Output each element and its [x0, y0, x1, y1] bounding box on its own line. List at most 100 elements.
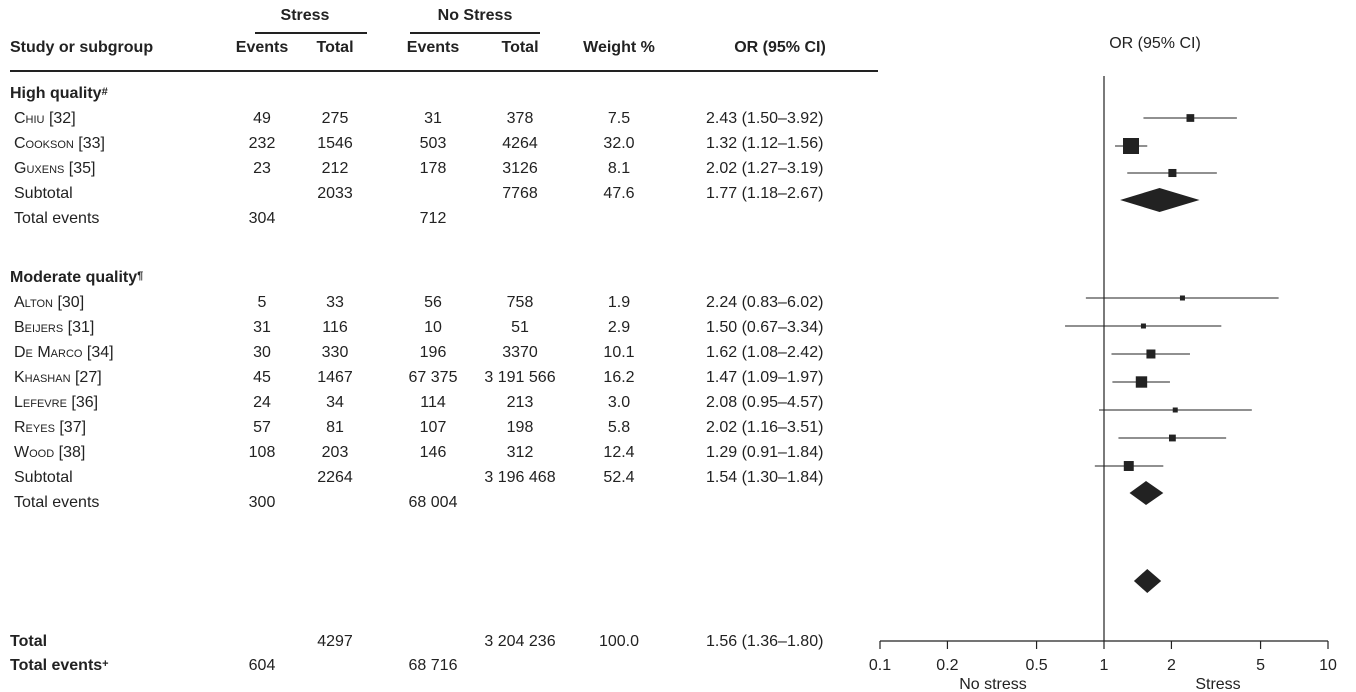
nostress-total: 758 — [506, 294, 534, 311]
study-ref: [27] — [74, 369, 102, 386]
subtotal-weight: 52.4 — [603, 469, 635, 486]
subtotal-or-ci: 1.54 (1.30–1.84) — [706, 469, 824, 486]
weight: 32.0 — [603, 135, 635, 152]
weight: 3.0 — [607, 394, 631, 411]
study-author: Beijers — [14, 319, 64, 336]
study-author: Guxens — [14, 160, 65, 177]
or-ci: 2.43 (1.50–3.92) — [706, 110, 824, 127]
stress-events: 31 — [253, 319, 271, 336]
or-ci: 2.02 (1.16–3.51) — [706, 419, 824, 436]
study-ref: [37] — [59, 419, 87, 436]
or-ci: 1.32 (1.12–1.56) — [706, 135, 824, 152]
study-ref: [30] — [57, 294, 85, 311]
overall-or-ci: 1.56 (1.36–1.80) — [706, 633, 824, 650]
overall-stress-total: 4297 — [317, 633, 353, 650]
weight: 8.1 — [607, 160, 631, 177]
weight: 12.4 — [603, 444, 635, 461]
subtotal-or-ci: 1.77 (1.18–2.67) — [706, 185, 824, 202]
subtotal-stress-total: 2033 — [317, 185, 353, 202]
or-ci: 1.50 (0.67–3.34) — [706, 319, 824, 336]
study-name: De Marco [34] — [14, 343, 114, 363]
point-estimate — [1172, 407, 1178, 413]
total-events-nostress: 68 004 — [408, 494, 458, 511]
header-stress: Stress — [280, 7, 330, 24]
study-name: Reyes [37] — [14, 418, 86, 438]
stress-total: 34 — [326, 394, 344, 411]
study-name: Guxens [35] — [14, 159, 95, 179]
section-marker: # — [101, 86, 108, 98]
subtotal-label: Subtotal — [14, 185, 73, 202]
summary-diamond — [1120, 188, 1200, 212]
stress-total: 1546 — [317, 135, 353, 152]
x-tick-label: 0.1 — [869, 657, 891, 674]
study-name: Cookson [33] — [14, 134, 105, 154]
total-events-label: Total events — [14, 494, 100, 511]
weight: 16.2 — [603, 369, 635, 386]
or-ci: 1.62 (1.08–2.42) — [706, 344, 824, 361]
stress-total: 1467 — [317, 369, 353, 386]
nostress-total: 3 191 566 — [484, 369, 556, 386]
nostress-total: 3370 — [502, 344, 538, 361]
point-estimate — [1168, 168, 1177, 178]
or-ci: 2.08 (0.95–4.57) — [706, 394, 824, 411]
nostress-total: 312 — [506, 444, 534, 461]
section-title-text: Moderate quality — [10, 269, 138, 286]
summary-diamond — [1129, 481, 1164, 505]
nostress-total: 378 — [506, 110, 534, 127]
nostress-events: 503 — [419, 135, 447, 152]
study-ref: [36] — [71, 394, 99, 411]
point-estimate — [1135, 376, 1148, 388]
subtotal-stress-total: 2264 — [317, 469, 353, 486]
stress-events: 49 — [253, 110, 271, 127]
header-study: Study or subgroup — [10, 39, 154, 56]
header-nostress-rule — [410, 32, 540, 34]
nostress-events: 146 — [419, 444, 447, 461]
weight: 7.5 — [607, 110, 631, 127]
left-label: No stress — [959, 676, 1027, 692]
nostress-total: 213 — [506, 394, 534, 411]
section-title: High quality# — [10, 84, 108, 104]
nostress-events: 196 — [419, 344, 447, 361]
study-ref: [35] — [68, 160, 96, 177]
x-tick-label: 0.2 — [936, 657, 958, 674]
section-marker: ¶ — [137, 270, 144, 282]
nostress-events: 10 — [424, 319, 442, 336]
study-author: De Marco — [14, 344, 83, 361]
point-estimate — [1186, 114, 1195, 122]
header-nostress: No Stress — [437, 7, 513, 24]
stress-events: 30 — [253, 344, 271, 361]
study-author: Khashan — [14, 369, 71, 386]
nostress-total: 198 — [506, 419, 534, 436]
weight: 5.8 — [607, 419, 631, 436]
nostress-total: 3126 — [502, 160, 538, 177]
x-tick-label: 5 — [1256, 657, 1265, 674]
total-events-nostress: 712 — [419, 210, 447, 227]
overall-nostress-total: 3 204 236 — [484, 633, 556, 650]
nostress-events: 56 — [424, 294, 442, 311]
stress-total: 116 — [322, 319, 348, 336]
study-ref: [31] — [67, 319, 95, 336]
study-author: Wood — [14, 444, 55, 461]
or-ci: 1.29 (0.91–1.84) — [706, 444, 824, 461]
or-ci: 2.24 (0.83–6.02) — [706, 294, 824, 311]
point-estimate — [1123, 461, 1134, 471]
header-stress-rule — [255, 32, 367, 34]
stress-total: 212 — [321, 160, 349, 177]
header-rule — [10, 70, 878, 72]
summary-diamond — [1133, 569, 1162, 593]
study-author: Lefevre — [14, 394, 67, 411]
total-events-label: Total events — [14, 210, 100, 227]
point-estimate — [1123, 138, 1140, 154]
study-name: Lefevre [36] — [14, 393, 98, 413]
header-or-ci: OR (95% CI) — [734, 39, 826, 56]
nostress-total: 4264 — [502, 135, 538, 152]
plot-title: OR (95% CI) — [1109, 35, 1201, 52]
x-tick-label: 10 — [1319, 657, 1337, 674]
overall-events-stress: 604 — [248, 657, 276, 674]
stress-total: 275 — [321, 110, 349, 127]
weight: 10.1 — [603, 344, 635, 361]
overall-label: Total — [10, 633, 48, 650]
stress-events: 23 — [253, 160, 271, 177]
overall-events-nostress: 68 716 — [408, 657, 458, 674]
